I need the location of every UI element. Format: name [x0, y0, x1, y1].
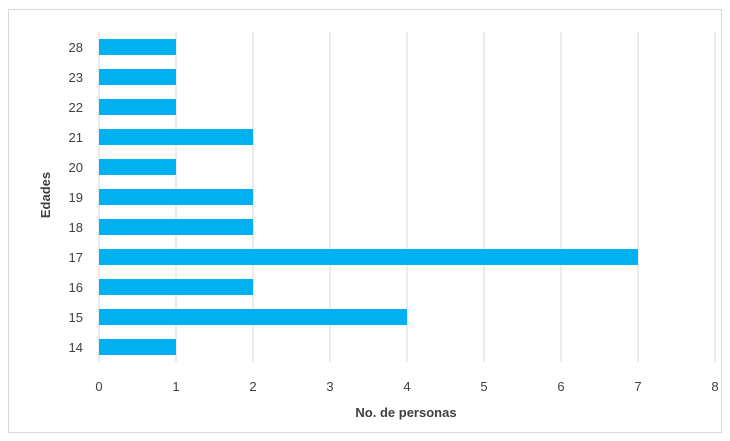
- x-tick-label: 6: [557, 379, 564, 394]
- bar-16: [99, 279, 253, 295]
- grid-lines: [98, 32, 716, 362]
- y-tick-label: 21: [69, 130, 83, 145]
- y-axis-title: Edades: [38, 172, 53, 218]
- x-tick-label: 8: [711, 379, 718, 394]
- y-tick-label: 20: [69, 160, 83, 175]
- x-tick-label: 2: [249, 379, 256, 394]
- bars: [99, 39, 638, 355]
- bar-18: [99, 219, 253, 235]
- y-tick-label: 28: [69, 40, 83, 55]
- bar-20: [99, 159, 176, 175]
- bar-28: [99, 39, 176, 55]
- x-tick-label: 1: [172, 379, 179, 394]
- bar-15: [99, 309, 407, 325]
- bar-19: [99, 189, 253, 205]
- y-tick-label: 14: [69, 340, 83, 355]
- y-tick-label: 22: [69, 100, 83, 115]
- x-tick-label: 5: [480, 379, 487, 394]
- y-tick-label: 15: [69, 310, 83, 325]
- bar-21: [99, 129, 253, 145]
- y-tick-label: 18: [69, 220, 83, 235]
- bar-22: [99, 99, 176, 115]
- y-tick-label: 23: [69, 70, 83, 85]
- x-tick-label: 0: [95, 379, 102, 394]
- x-tick-label: 4: [403, 379, 410, 394]
- x-axis-title: No. de personas: [355, 405, 456, 420]
- x-tick-labels: 0 1 2 3 4 5 6 7 8: [95, 379, 718, 394]
- x-tick-label: 7: [634, 379, 641, 394]
- y-tick-labels: 14 15 16 17 18 19 20 21 22 23 28: [69, 40, 83, 355]
- y-tick-label: 19: [69, 190, 83, 205]
- bar-17: [99, 249, 638, 265]
- bar-14: [99, 339, 176, 355]
- y-tick-label: 16: [69, 280, 83, 295]
- x-tick-label: 3: [326, 379, 333, 394]
- bar-23: [99, 69, 176, 85]
- y-tick-label: 17: [69, 250, 83, 265]
